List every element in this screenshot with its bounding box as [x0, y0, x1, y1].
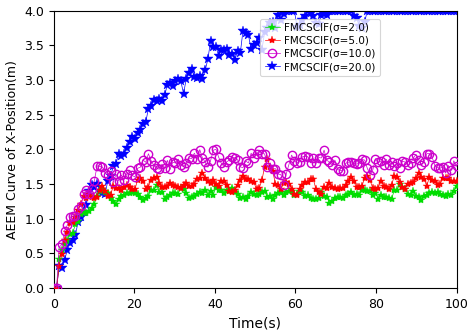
Legend: FMCSCIF(σ=2.0), FMCSCIF(σ=5.0), FMCSCIF(σ=10.0), FMCSCIF(σ=20.0): FMCSCIF(σ=2.0), FMCSCIF(σ=5.0), FMCSCIF(… [260, 18, 380, 76]
FMCSCIF(σ=5.0) [386, 187, 392, 191]
FMCSCIF(σ=20.0) [51, 286, 57, 290]
Line: FMCSCIF(σ=5.0): FMCSCIF(σ=5.0) [50, 155, 461, 292]
FMCSCIF(σ=10.0) [454, 164, 459, 168]
FMCSCIF(σ=2.0) [397, 182, 402, 186]
Line: FMCSCIF(σ=20.0): FMCSCIF(σ=20.0) [49, 6, 461, 293]
FMCSCIF(σ=5.0) [210, 178, 216, 182]
FMCSCIF(σ=20.0) [454, 8, 459, 12]
FMCSCIF(σ=10.0) [210, 148, 216, 152]
FMCSCIF(σ=20.0) [262, 31, 267, 35]
FMCSCIF(σ=10.0) [386, 163, 392, 167]
FMCSCIF(σ=20.0) [210, 45, 216, 49]
FMCSCIF(σ=2.0) [278, 190, 283, 194]
FMCSCIF(σ=20.0) [183, 77, 189, 81]
Y-axis label: AEEM Curve of X-Position(m): AEEM Curve of X-Position(m) [6, 60, 18, 239]
FMCSCIF(σ=10.0) [183, 161, 189, 165]
FMCSCIF(σ=2.0) [454, 184, 459, 188]
FMCSCIF(σ=5.0) [281, 181, 286, 185]
FMCSCIF(σ=20.0) [332, 8, 338, 12]
FMCSCIF(σ=20.0) [283, 8, 289, 12]
FMCSCIF(σ=10.0) [213, 148, 219, 152]
FMCSCIF(σ=5.0) [264, 157, 270, 161]
FMCSCIF(σ=5.0) [454, 179, 459, 183]
FMCSCIF(σ=20.0) [386, 8, 392, 12]
FMCSCIF(σ=20.0) [278, 18, 283, 23]
FMCSCIF(σ=2.0) [383, 195, 389, 199]
FMCSCIF(σ=2.0) [183, 191, 189, 195]
FMCSCIF(σ=10.0) [264, 165, 270, 169]
FMCSCIF(σ=2.0) [51, 286, 57, 290]
FMCSCIF(σ=5.0) [183, 181, 189, 185]
FMCSCIF(σ=10.0) [51, 286, 57, 290]
X-axis label: Time(s): Time(s) [229, 317, 281, 330]
FMCSCIF(σ=10.0) [332, 158, 338, 162]
FMCSCIF(σ=2.0) [210, 193, 216, 197]
FMCSCIF(σ=10.0) [281, 183, 286, 187]
FMCSCIF(σ=2.0) [262, 189, 267, 193]
FMCSCIF(σ=2.0) [329, 199, 335, 203]
Line: FMCSCIF(σ=10.0): FMCSCIF(σ=10.0) [50, 145, 461, 292]
FMCSCIF(σ=5.0) [262, 165, 267, 169]
Line: FMCSCIF(σ=2.0): FMCSCIF(σ=2.0) [50, 180, 461, 292]
FMCSCIF(σ=5.0) [51, 286, 57, 290]
FMCSCIF(σ=5.0) [332, 186, 338, 190]
